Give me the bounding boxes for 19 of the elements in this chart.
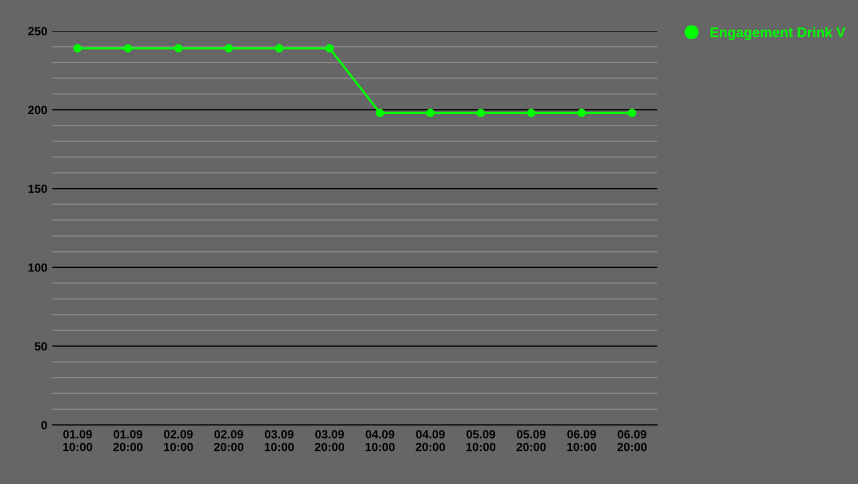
x-tick-label: 02.09 20:00 bbox=[214, 430, 244, 452]
x-tick-label: 01.09 10:00 bbox=[63, 430, 92, 452]
x-tick-label: 06.09 20:00 bbox=[617, 430, 647, 452]
y-tick-label: 100 bbox=[28, 263, 47, 272]
y-tick-label: 200 bbox=[28, 106, 47, 114]
x-tick-label: 02.09 10:00 bbox=[164, 430, 193, 452]
y-tick-label: 0 bbox=[41, 420, 47, 430]
x-tick-label: 05.09 20:00 bbox=[516, 430, 546, 452]
y-tick-label: 150 bbox=[28, 184, 47, 193]
x-tick-label: 03.09 10:00 bbox=[264, 430, 294, 452]
x-tick-label: 06.09 10:00 bbox=[567, 430, 596, 452]
y-tick-label: 50 bbox=[34, 342, 47, 351]
x-tick-label: 03.09 20:00 bbox=[314, 430, 344, 452]
legend-label: Engagement Drink V bbox=[710, 27, 846, 40]
x-tick-label: 04.09 20:00 bbox=[416, 430, 446, 452]
y-tick-label: 250 bbox=[28, 27, 47, 36]
x-tick-label: 01.09 20:00 bbox=[113, 430, 143, 452]
x-tick-label: 05.09 10:00 bbox=[466, 430, 496, 452]
x-tick-label: 04.09 10:00 bbox=[366, 430, 395, 452]
